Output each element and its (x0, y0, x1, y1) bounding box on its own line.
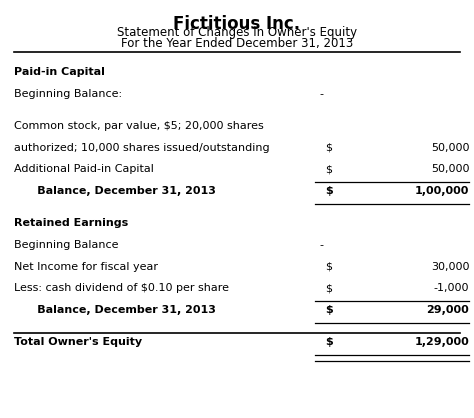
Text: -: - (320, 89, 324, 99)
Text: -1,000: -1,000 (434, 283, 469, 293)
Text: Balance, December 31, 2013: Balance, December 31, 2013 (14, 186, 216, 196)
Text: 29,000: 29,000 (427, 305, 469, 315)
Text: 50,000: 50,000 (431, 143, 469, 153)
Text: Retained Earnings: Retained Earnings (14, 218, 128, 228)
Text: 50,000: 50,000 (431, 164, 469, 174)
Text: For the Year Ended December 31, 2013: For the Year Ended December 31, 2013 (121, 37, 353, 50)
Text: 1,29,000: 1,29,000 (414, 337, 469, 347)
Text: Paid-in Capital: Paid-in Capital (14, 67, 105, 77)
Text: 1,00,000: 1,00,000 (415, 186, 469, 196)
Text: 30,000: 30,000 (431, 262, 469, 272)
Text: $: $ (325, 143, 332, 153)
Text: $: $ (325, 186, 332, 196)
Text: Total Owner's Equity: Total Owner's Equity (14, 337, 142, 347)
Text: Additional Paid-in Capital: Additional Paid-in Capital (14, 164, 154, 174)
Text: Less: cash dividend of $0.10 per share: Less: cash dividend of $0.10 per share (14, 283, 229, 293)
Text: -: - (320, 240, 324, 250)
Text: $: $ (325, 164, 332, 174)
Text: authorized; 10,000 shares issued/outstanding: authorized; 10,000 shares issued/outstan… (14, 143, 270, 153)
Text: $: $ (325, 262, 332, 272)
Text: $: $ (325, 305, 332, 315)
Text: Net Income for fiscal year: Net Income for fiscal year (14, 262, 158, 272)
Text: Beginning Balance:: Beginning Balance: (14, 89, 122, 99)
Text: Fictitious Inc.: Fictitious Inc. (173, 15, 301, 33)
Text: Beginning Balance: Beginning Balance (14, 240, 118, 250)
Text: Balance, December 31, 2013: Balance, December 31, 2013 (14, 305, 216, 315)
Text: $: $ (325, 283, 332, 293)
Text: Common stock, par value, $5; 20,000 shares: Common stock, par value, $5; 20,000 shar… (14, 121, 264, 131)
Text: Statement of Changes in Owner's Equity: Statement of Changes in Owner's Equity (117, 26, 357, 39)
Text: $: $ (325, 337, 332, 347)
